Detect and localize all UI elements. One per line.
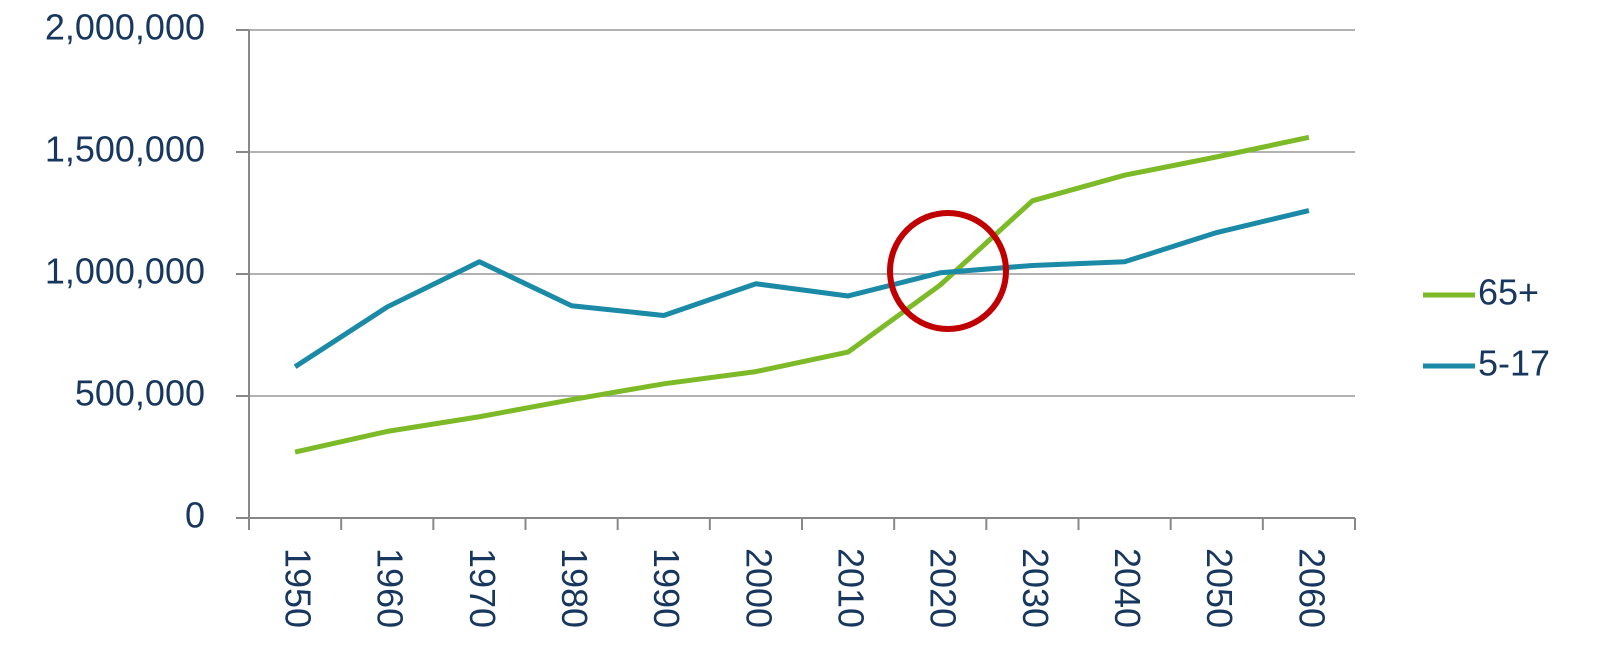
x-tick-label: 1980 (554, 548, 595, 628)
x-tick-label: 2050 (1199, 548, 1240, 628)
y-tick-label: 1,500,000 (45, 129, 205, 170)
x-tick-label: 1990 (646, 548, 687, 628)
x-tick-label: 2020 (923, 548, 964, 628)
series-line (293, 208, 1310, 369)
x-tick-label: 2010 (831, 548, 872, 628)
highlight-circle (887, 210, 1009, 332)
x-tick-label: 1970 (462, 548, 503, 628)
y-tick-label: 500,000 (75, 373, 205, 414)
x-tick-label: 2040 (1107, 548, 1148, 628)
legend-label: 65+ (1478, 272, 1539, 313)
y-tick-label: 2,000,000 (45, 7, 205, 48)
x-tick-label: 2000 (738, 548, 779, 628)
y-tick-label: 1,000,000 (45, 251, 205, 292)
x-tick-label: 2060 (1291, 548, 1332, 628)
y-tick-label: 0 (185, 495, 205, 536)
series-line (294, 134, 1310, 455)
x-tick-label: 1950 (278, 548, 319, 628)
x-tick-label: 2030 (1015, 548, 1056, 628)
legend-label: 5-17 (1478, 343, 1550, 384)
x-tick-label: 1960 (370, 548, 411, 628)
